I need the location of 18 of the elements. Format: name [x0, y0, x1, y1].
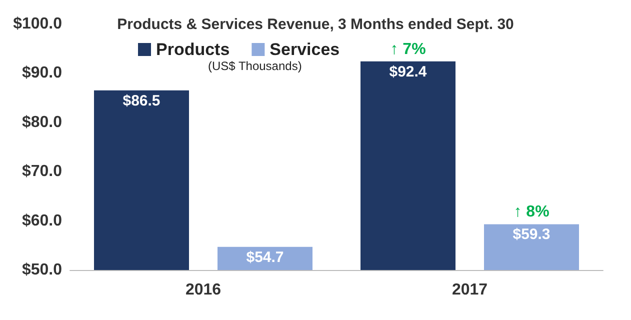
annotation: ↑ 8%: [514, 204, 550, 221]
legend-label: Services: [270, 40, 340, 59]
y-tick-label: $60.0: [22, 212, 62, 230]
x-tick-label: 2016: [185, 282, 222, 298]
y-tick-label: $80.0: [22, 114, 62, 131]
text: (US$ Thousands): [208, 59, 302, 73]
y-tick-label: $100.0: [13, 16, 62, 32]
data-label: $59.3: [512, 226, 550, 244]
data-label: $92.4: [389, 63, 428, 80]
legend-label: Products: [156, 40, 230, 59]
annotation: ↑ 7%: [390, 40, 426, 58]
data-label: $54.7: [246, 248, 284, 266]
y-tick-label: $90.0: [22, 64, 62, 82]
data-label: $86.5: [122, 92, 160, 110]
chart-title: Products & Services Revenue, 3 Months ended Sept. 30: [117, 16, 514, 33]
y-tick-label: $70.0: [22, 163, 62, 180]
x-tick-label: 2017: [452, 282, 488, 298]
y-tick-label: $50.0: [22, 262, 62, 278]
